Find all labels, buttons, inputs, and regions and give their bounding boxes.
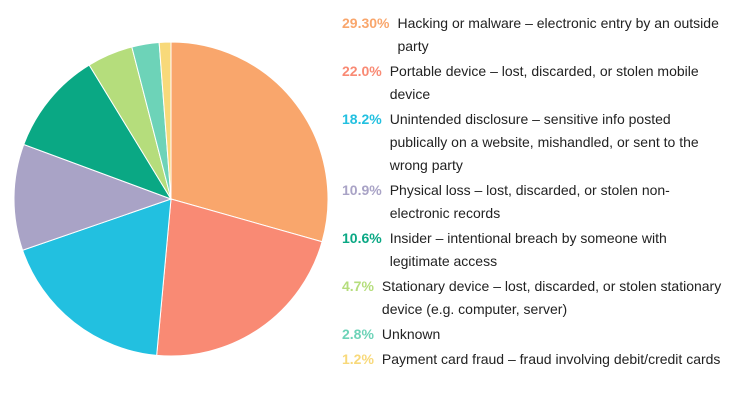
legend-value: 22.0% (342, 63, 382, 79)
legend-label: Portable device – lost, discarded, or st… (389, 63, 699, 102)
pie-slice (158, 41, 172, 200)
legend-value: 1.2% (342, 351, 374, 367)
legend-entry: 22.0% Portable device – lost, discarded, … (342, 60, 727, 106)
legend-label: Unintended disclosure – sensitive info p… (389, 111, 699, 173)
legend: 29.30% Hacking or malware – electronic en… (342, 12, 727, 373)
legend-value: 18.2% (342, 111, 382, 127)
legend-label: Insider – intentional breach by someone … (389, 230, 667, 269)
legend-entry: 10.6% Insider – intentional breach by som… (342, 227, 727, 273)
legend-entry: 2.8% Unknown (342, 323, 727, 346)
legend-entry: 4.7% Stationary device – lost, discarded,… (342, 275, 727, 321)
pie-area (13, 41, 329, 357)
legend-value: 10.6% (342, 230, 382, 246)
legend-label: Physical loss – lost, discarded, or stol… (389, 182, 670, 221)
legend-entry: 10.9% Physical loss – lost, discarded, or… (342, 179, 727, 225)
legend-entry: 1.2% Payment card fraud – fraud involving… (342, 348, 727, 371)
pie-slice (170, 41, 329, 243)
pie-slice (156, 198, 323, 357)
pie-slice (23, 64, 173, 200)
legend-label: Stationary device – lost, discarded, or … (381, 278, 722, 317)
legend-entry: 29.30% Hacking or malware – electronic en… (342, 12, 727, 58)
legend-value: 4.7% (342, 278, 374, 294)
pie-slice (21, 198, 172, 356)
legend-label: Hacking or malware – electronic entry by… (397, 15, 719, 54)
legend-value: 2.8% (342, 326, 374, 342)
legend-value: 29.30% (342, 15, 390, 31)
legend-entry: 18.2% Unintended disclosure – sensitive i… (342, 108, 727, 177)
pie-slice (13, 143, 173, 251)
legend-label: Payment card fraud – fraud involving deb… (381, 351, 721, 367)
legend-label: Unknown (381, 326, 441, 342)
legend-value: 10.9% (342, 182, 382, 198)
